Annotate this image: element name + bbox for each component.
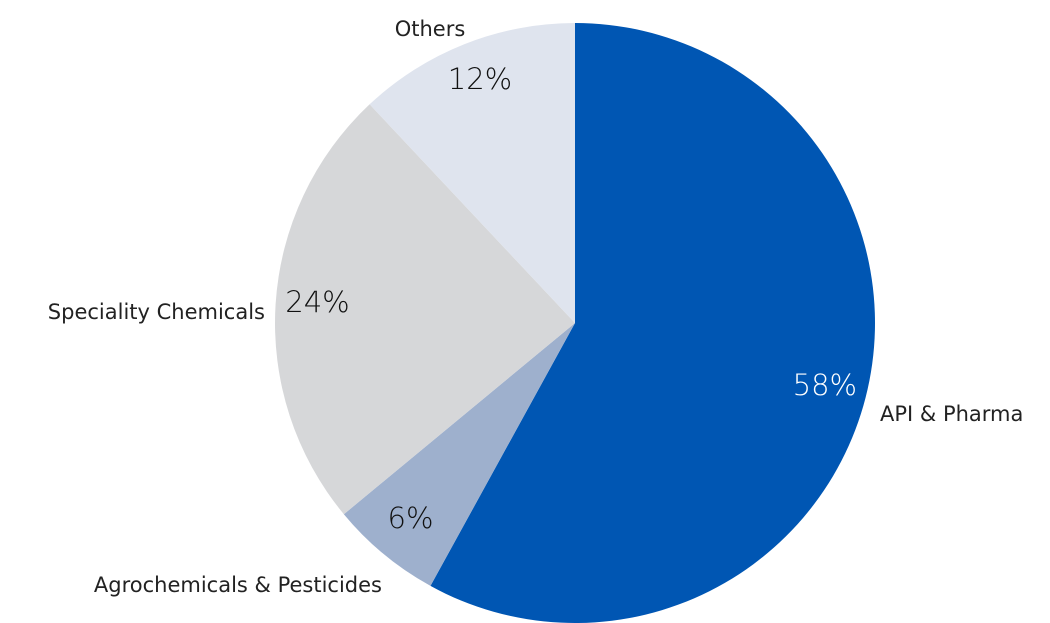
pie-category-label-speciality-chemicals: Speciality Chemicals — [48, 300, 265, 324]
pie-category-label-agrochemicals-and-pesticides: Agrochemicals & Pesticides — [94, 573, 382, 597]
pie-slice-api-and-pharma — [430, 23, 875, 623]
pie-category-labels: API & Pharma Agrochemicals & Pesticides Sp… — [48, 17, 1024, 597]
pie-slices — [274, 22, 875, 623]
pie-category-label-others: Others — [395, 17, 466, 41]
pie-value-label-speciality-chemicals: 24% — [285, 285, 349, 319]
pie-value-label-agrochemicals-and-pesticides: 6% — [388, 501, 434, 535]
pie-slice-speciality-chemicals — [274, 104, 575, 515]
pie-slice-agrochemicals-and-pesticides — [343, 323, 575, 586]
pie-category-label-api-and-pharma: API & Pharma — [880, 402, 1023, 426]
pie-value-label-others: 12% — [448, 62, 512, 96]
pie-slice-others — [369, 22, 575, 323]
pie-value-labels: 58% 6% 24% 12% — [285, 62, 857, 535]
pie-value-label-api-and-pharma: 58% — [793, 368, 857, 402]
